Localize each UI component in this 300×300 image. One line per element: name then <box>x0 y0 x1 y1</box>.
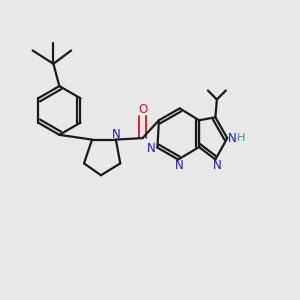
Text: N: N <box>111 128 120 141</box>
Text: N: N <box>175 159 183 172</box>
Text: -H: -H <box>234 133 246 143</box>
Text: N: N <box>212 159 221 172</box>
Text: N: N <box>147 142 156 155</box>
Text: N: N <box>228 132 237 145</box>
Text: O: O <box>138 103 147 116</box>
